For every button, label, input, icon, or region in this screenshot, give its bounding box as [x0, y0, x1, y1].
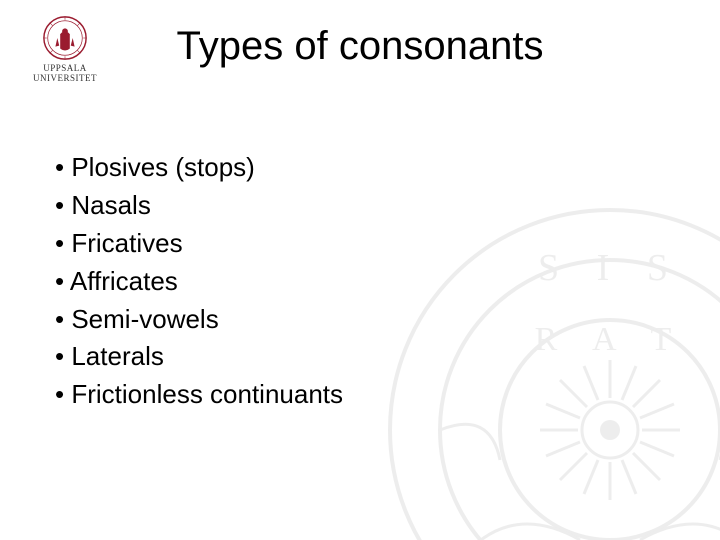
- slide: UPPSALA UNIVERSITET Types of consonants …: [0, 0, 720, 540]
- list-item-label: Affricates: [70, 266, 178, 296]
- slide-title: Types of consonants: [0, 24, 720, 69]
- list-item: • Plosives (stops): [55, 150, 343, 186]
- bullet-icon: •: [55, 152, 64, 182]
- svg-text:S I S: S I S: [538, 247, 682, 289]
- list-item: • Semi-vowels: [55, 302, 343, 338]
- watermark-seal-icon: S I S R A T V E R I T: [380, 200, 720, 540]
- bullet-icon: •: [55, 304, 64, 334]
- bullet-list: • Plosives (stops) • Nasals • Fricatives…: [55, 150, 343, 415]
- bullet-icon: •: [55, 266, 64, 296]
- bullet-icon: •: [55, 190, 64, 220]
- list-item: • Affricates: [55, 264, 343, 300]
- svg-text:R A T: R A T: [535, 321, 686, 358]
- logo-text-line2: UNIVERSITET: [20, 74, 110, 84]
- list-item-label: Nasals: [71, 190, 150, 220]
- list-item-label: Fricatives: [71, 228, 182, 258]
- list-item-label: Semi-vowels: [71, 304, 218, 334]
- bullet-icon: •: [55, 228, 64, 258]
- bullet-icon: •: [55, 379, 64, 409]
- list-item-label: Frictionless continuants: [71, 379, 343, 409]
- list-item: • Frictionless continuants: [55, 377, 343, 413]
- list-item-label: Plosives (stops): [71, 152, 255, 182]
- bullet-icon: •: [55, 341, 64, 371]
- list-item: • Nasals: [55, 188, 343, 224]
- list-item-label: Laterals: [71, 341, 164, 371]
- list-item: • Laterals: [55, 339, 343, 375]
- list-item: • Fricatives: [55, 226, 343, 262]
